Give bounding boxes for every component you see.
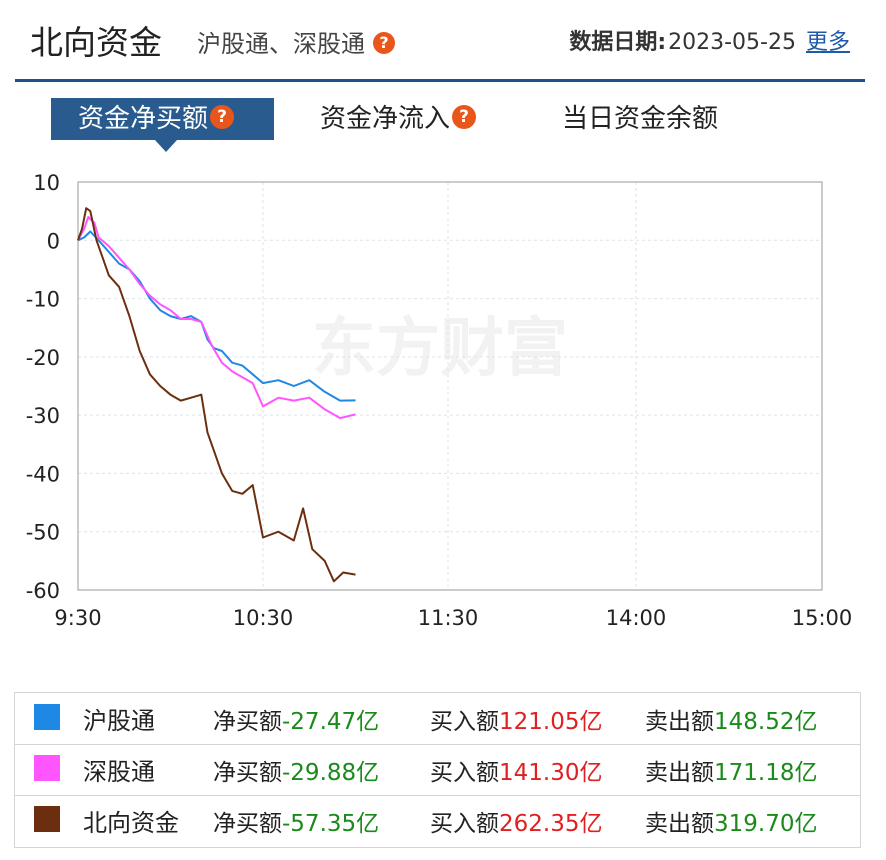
x-tick-label: 10:30	[233, 606, 294, 630]
table-row: 深股通 净买额-29.88亿 买入额141.30亿 卖出额171.18亿	[15, 744, 860, 796]
sell-label: 卖出额	[645, 760, 714, 786]
plot-border	[77, 181, 823, 591]
buy-value: 262.35亿	[499, 811, 603, 837]
sell-cell: 卖出额171.18亿	[645, 753, 817, 787]
watermark-text: 东方财富	[312, 312, 568, 386]
net-buy-chart: 东方财富 10 0 -10 -20 -30 -40 -50 -60 9:30 10:30 11:30 1…	[26, 171, 853, 630]
net-buy-label: 净买额	[213, 811, 282, 837]
header: 北向资金 沪股通、深股通? 数据日期:2023-05-25 更多	[0, 0, 886, 82]
y-tick-label: 10	[33, 171, 60, 195]
y-tick-label: -30	[26, 404, 60, 428]
y-tick-label: -20	[26, 346, 60, 370]
data-date: 数据日期:2023-05-25 更多	[569, 24, 850, 56]
legend-name: 深股通	[83, 758, 155, 786]
sell-value: 319.70亿	[714, 811, 818, 837]
buy-value: 121.05亿	[499, 709, 603, 735]
page-title: 北向资金	[30, 23, 162, 62]
buy-label: 买入额	[430, 709, 499, 735]
date-label: 数据日期:	[569, 30, 667, 55]
tab-net-inflow[interactable]: 资金净流入?	[320, 98, 477, 140]
x-tick-label: 9:30	[54, 606, 101, 630]
tab-daily-balance[interactable]: 当日资金余额	[562, 98, 718, 140]
buy-label: 买入额	[430, 760, 499, 786]
tab-label: 资金净买额	[78, 104, 209, 134]
active-tab-pointer	[155, 140, 177, 152]
buy-cell: 买入额262.35亿	[430, 804, 602, 838]
x-tick-label: 11:30	[418, 606, 479, 630]
series-line-northbound	[77, 207, 356, 583]
x-tick-label: 14:00	[606, 606, 667, 630]
sell-value: 171.18亿	[714, 760, 818, 786]
sell-cell: 卖出额319.70亿	[645, 804, 817, 838]
help-icon[interactable]: ?	[373, 32, 395, 54]
net-buy-value: -29.88亿	[282, 760, 380, 786]
help-icon[interactable]: ?	[210, 104, 235, 129]
table-row: 北向资金 净买额-57.35亿 买入额262.35亿 卖出额319.70亿	[15, 795, 860, 846]
buy-cell: 买入额121.05亿	[430, 702, 602, 736]
legend-name: 沪股通	[83, 707, 155, 735]
page-subtitle: 沪股通、深股通?	[197, 24, 395, 59]
y-tick-label: -10	[26, 288, 60, 312]
sell-value: 148.52亿	[714, 709, 818, 735]
summary-table: 沪股通 净买额-27.47亿 买入额121.05亿 卖出额148.52亿 深股通…	[14, 692, 861, 848]
legend-swatch-northbound	[34, 806, 60, 832]
buy-label: 买入额	[430, 811, 499, 837]
legend-swatch-shanghai	[34, 704, 60, 730]
y-tick-label: 0	[47, 229, 60, 253]
sell-cell: 卖出额148.52亿	[645, 702, 817, 736]
tab-net-buy[interactable]: 资金净买额?	[51, 98, 274, 140]
tab-label: 当日资金余额	[562, 104, 719, 134]
legend-name: 北向资金	[83, 809, 179, 837]
help-icon[interactable]: ?	[452, 104, 477, 129]
y-tick-label: -60	[26, 579, 60, 603]
header-divider	[15, 79, 865, 82]
net-buy-value: -57.35亿	[282, 811, 380, 837]
net-buy-label: 净买额	[213, 709, 282, 735]
x-tick-label: 15:00	[792, 606, 853, 630]
table-row: 沪股通 净买额-27.47亿 买入额121.05亿 卖出额148.52亿	[15, 693, 860, 745]
more-link[interactable]: 更多	[805, 30, 850, 55]
net-buy-cell: 净买额-27.47亿	[213, 702, 379, 736]
sell-label: 卖出额	[645, 709, 714, 735]
subtitle-text: 沪股通、深股通	[197, 30, 365, 58]
legend-swatch-shenzhen	[34, 755, 60, 781]
y-tick-label: -40	[26, 462, 60, 486]
net-buy-value: -27.47亿	[282, 709, 380, 735]
net-buy-label: 净买额	[213, 760, 282, 786]
date-value: 2023-05-25	[668, 30, 796, 55]
tab-label: 资金净流入	[320, 104, 451, 134]
y-tick-label: -50	[26, 521, 60, 545]
net-buy-cell: 净买额-57.35亿	[213, 804, 379, 838]
buy-value: 141.30亿	[499, 760, 603, 786]
net-buy-cell: 净买额-29.88亿	[213, 753, 379, 787]
buy-cell: 买入额141.30亿	[430, 753, 602, 787]
tab-bar: 资金净买额? 资金净流入? 当日资金余额	[0, 92, 886, 152]
sell-label: 卖出额	[645, 811, 714, 837]
series-line-shenzhen	[77, 216, 356, 420]
